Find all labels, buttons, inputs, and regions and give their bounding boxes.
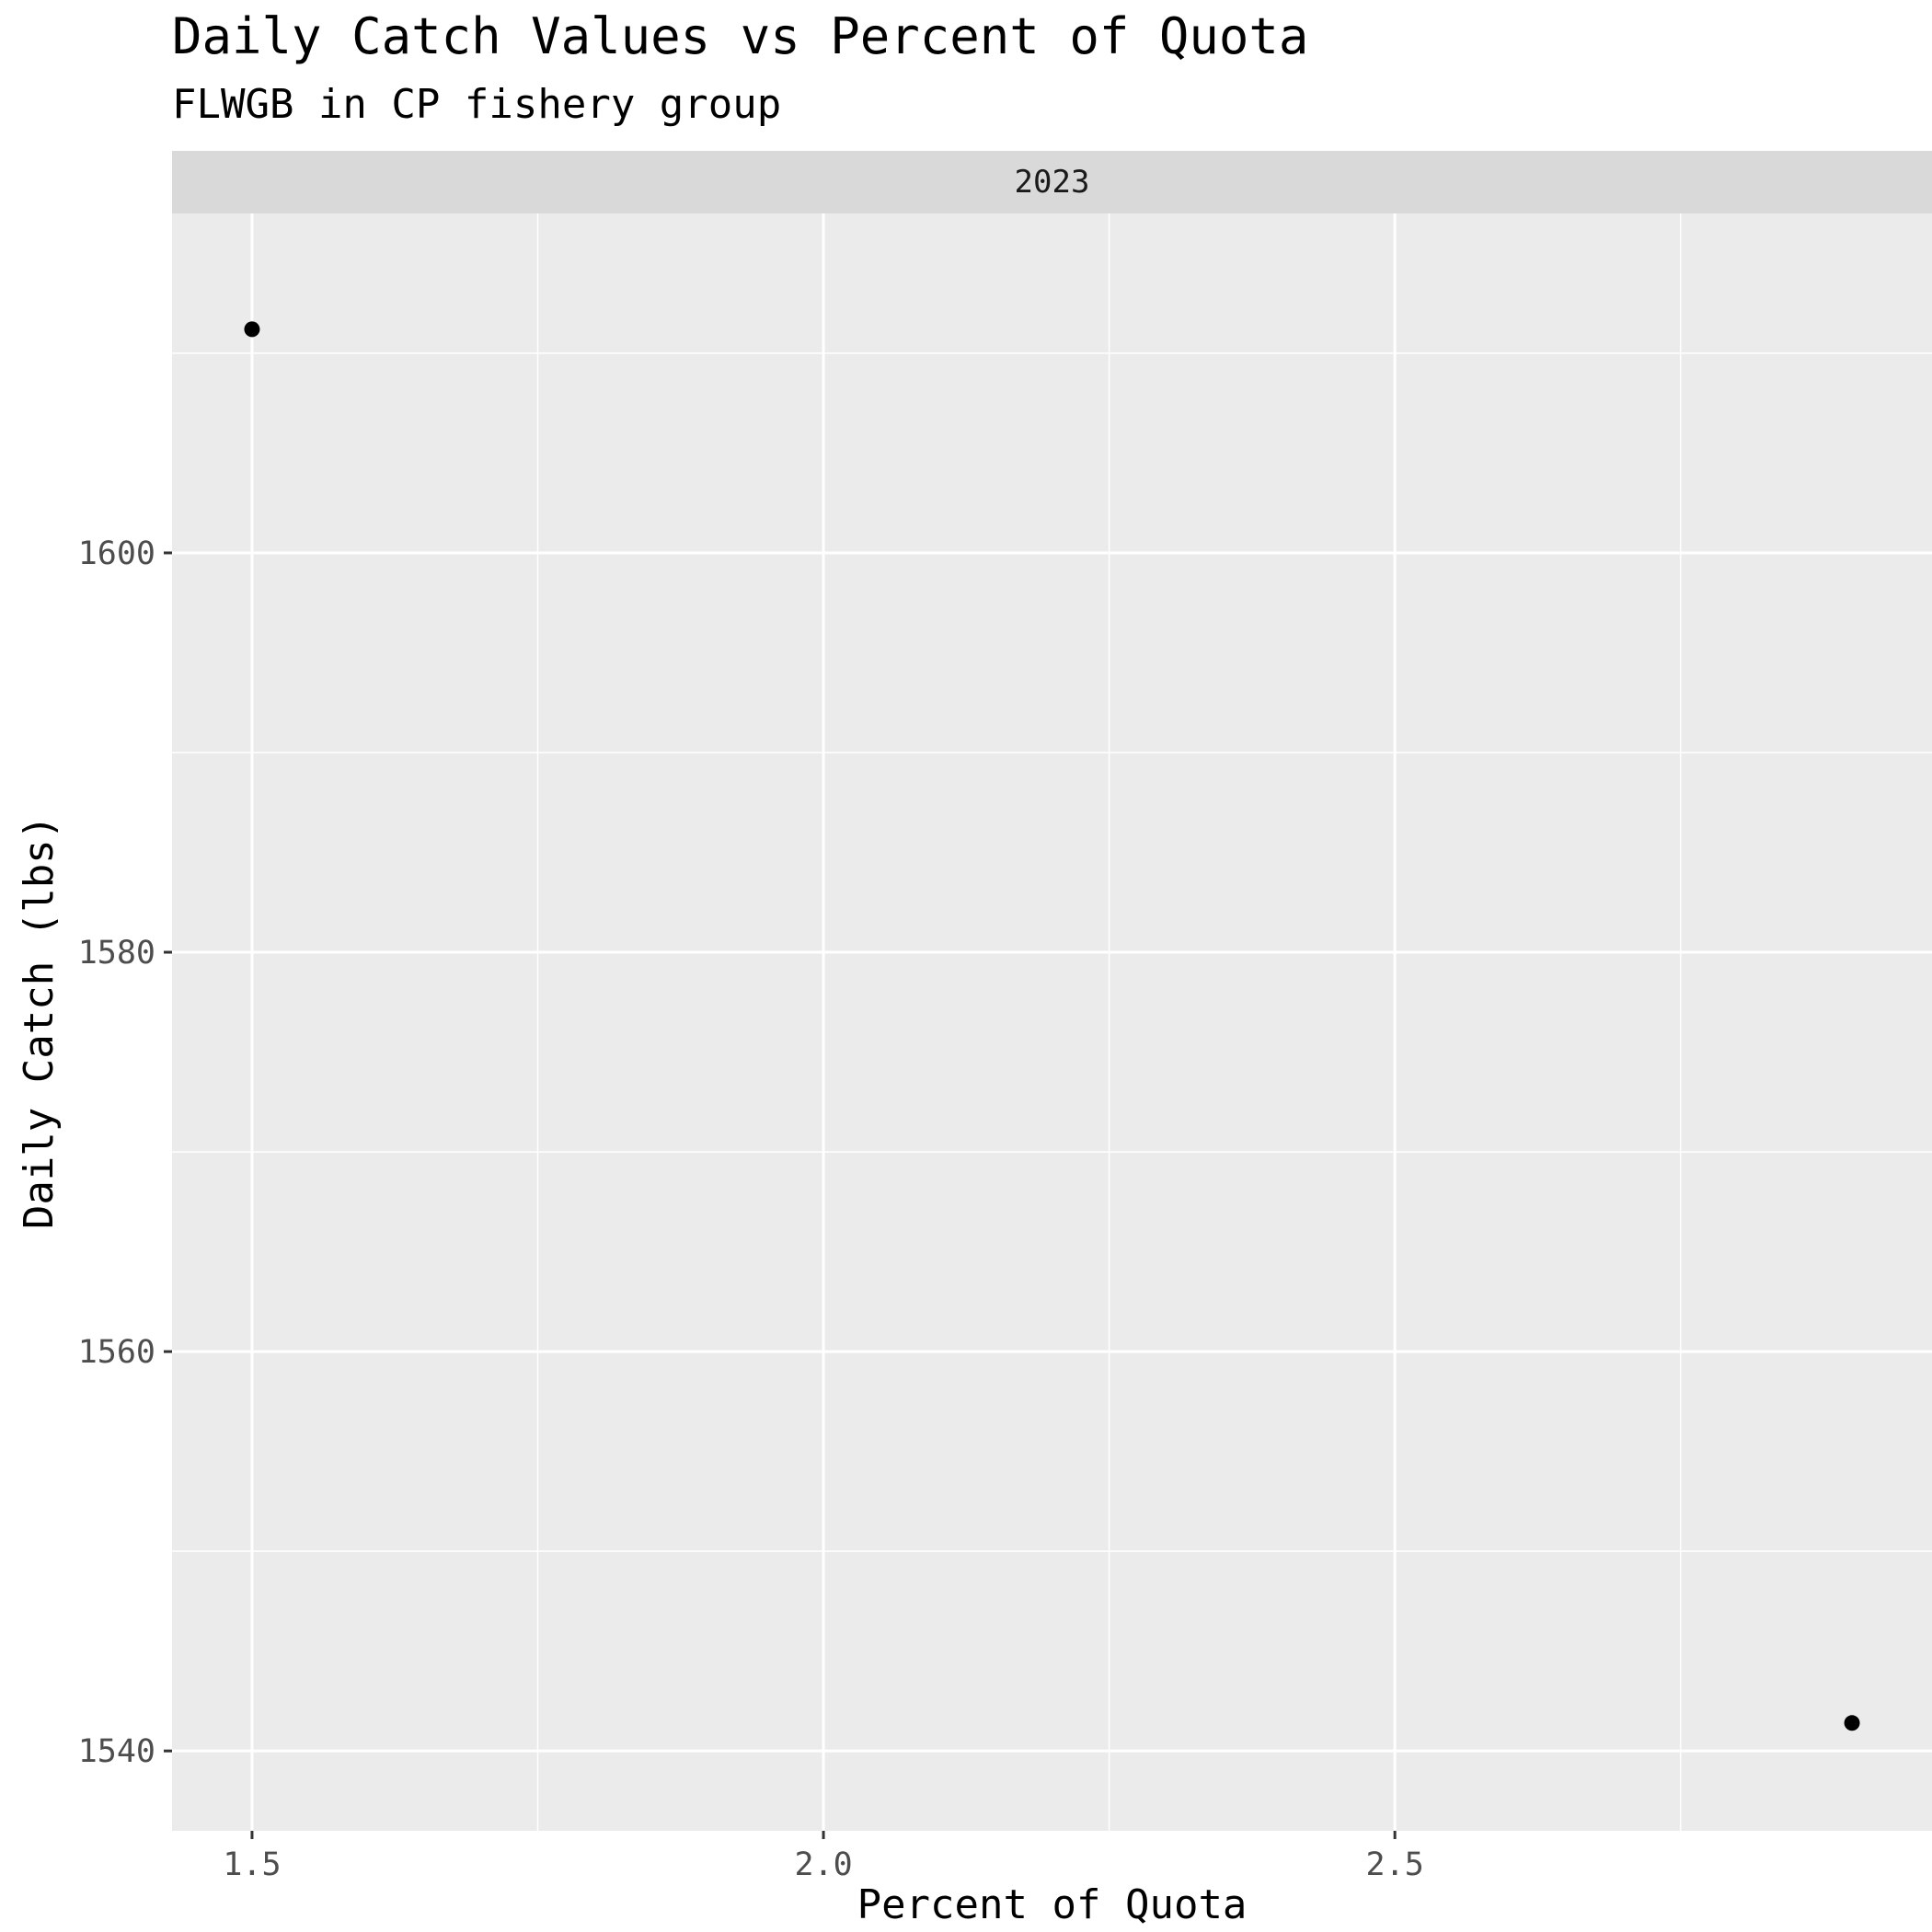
data-points: [244, 321, 1860, 1731]
grid-major-lines: [172, 213, 1932, 1831]
grid-minor-lines: [172, 213, 1932, 1831]
y-tick-label: 1600: [78, 535, 155, 572]
facet-strip-label: 2023: [1015, 164, 1090, 201]
axis-ticks: [164, 551, 1397, 1839]
chart-title: Daily Catch Values vs Percent of Quota: [172, 7, 1308, 65]
data-point: [244, 321, 260, 338]
x-axis-title: Percent of Quota: [857, 1881, 1248, 1928]
chart-subtitle: FLWGB in CP fishery group: [172, 81, 781, 128]
x-tick-label: 1.5: [223, 1846, 281, 1883]
y-axis-title: Daily Catch (lbs): [16, 815, 63, 1229]
x-tick-label: 2.0: [794, 1846, 852, 1883]
x-tick-label: 2.5: [1366, 1846, 1424, 1883]
facet-strip: [172, 151, 1932, 213]
y-tick-label: 1540: [78, 1733, 155, 1770]
tick-labels: 1.5 2.0 2.5 1540 1560 1580 1600: [78, 535, 1424, 1883]
y-tick-label: 1580: [78, 935, 155, 972]
y-tick-label: 1560: [78, 1334, 155, 1371]
data-point: [1844, 1715, 1860, 1731]
plot-panel: [172, 213, 1932, 1831]
